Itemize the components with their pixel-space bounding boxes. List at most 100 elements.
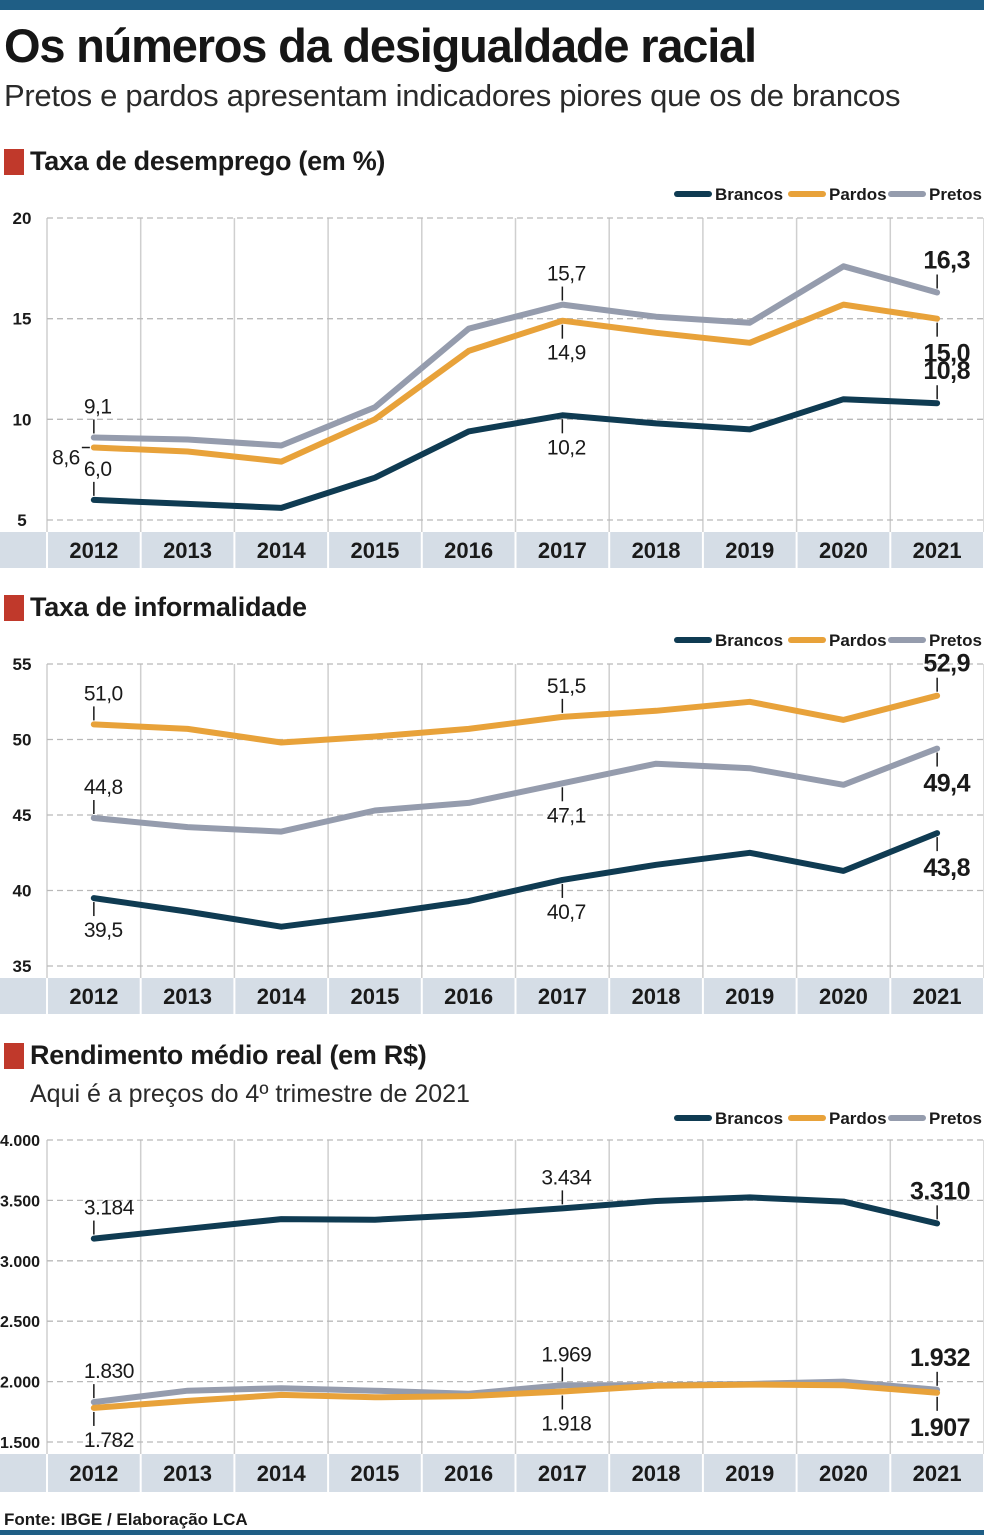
y-tick-label: 35 bbox=[13, 957, 32, 976]
x-tick-label: 2012 bbox=[69, 1461, 118, 1486]
annotation-label: 47,1 bbox=[547, 804, 586, 827]
top-accent-bar bbox=[0, 0, 984, 10]
annotation-label: 40,7 bbox=[547, 901, 586, 924]
x-tick-label: 2014 bbox=[257, 1461, 307, 1486]
legend-label: Pretos bbox=[929, 631, 982, 650]
annotation-label: 49,4 bbox=[923, 770, 970, 798]
x-tick-label: 2021 bbox=[913, 984, 962, 1009]
legend-label: Pretos bbox=[929, 185, 982, 204]
chart-2-title-text: Taxa de informalidade bbox=[30, 592, 307, 622]
x-tick-label: 2015 bbox=[350, 1461, 399, 1486]
chart-3-subtitle: Aqui é a preços do 4º trimestre de 2021 bbox=[30, 1080, 470, 1108]
annotation-label: 3.184 bbox=[84, 1197, 135, 1220]
annotation-label: 1.932 bbox=[910, 1344, 970, 1372]
y-tick-label: 45 bbox=[13, 806, 32, 825]
x-tick-label: 2013 bbox=[163, 1461, 212, 1486]
x-tick-label: 2020 bbox=[819, 984, 868, 1009]
section-marker-icon bbox=[4, 594, 24, 621]
x-axis-band bbox=[0, 1454, 984, 1492]
annotation-label: 51,0 bbox=[84, 682, 123, 705]
y-tick-label: 20 bbox=[13, 209, 32, 228]
income-chart: 1.500 2.000 2.500 3.000 3.500 4.000 2012 2013 20… bbox=[0, 1109, 984, 1492]
x-tick-label: 2017 bbox=[538, 1461, 587, 1486]
x-tick-label: 2019 bbox=[725, 984, 774, 1009]
x-tick-label: 2017 bbox=[538, 984, 587, 1009]
y-tick-label: 55 bbox=[13, 655, 32, 674]
legend-label: Pardos bbox=[829, 631, 887, 650]
x-axis-band bbox=[0, 978, 984, 1014]
section-marker-icon bbox=[4, 1042, 24, 1069]
x-tick-label: 2021 bbox=[913, 538, 962, 563]
series-line-pretos bbox=[90, 745, 941, 835]
annotation-label: 51,5 bbox=[547, 675, 586, 698]
y-tick-label: 5 bbox=[17, 511, 26, 530]
x-tick-label: 2017 bbox=[538, 538, 587, 563]
series-line-brancos bbox=[90, 396, 941, 511]
y-tick-label: 3.500 bbox=[0, 1193, 40, 1210]
x-tick-label: 2019 bbox=[725, 1461, 774, 1486]
y-tick-label: 15 bbox=[13, 310, 32, 329]
annotation-label: 6,0 bbox=[84, 458, 112, 481]
annotation-label: 10,8 bbox=[923, 357, 970, 385]
x-tick-label: 2020 bbox=[819, 1461, 868, 1486]
annotation-label: 52,9 bbox=[923, 650, 970, 678]
x-tick-label: 2016 bbox=[444, 1461, 493, 1486]
page-subtitle: Pretos e pardos apresentam indicadores p… bbox=[4, 78, 901, 113]
y-tick-label: 2.000 bbox=[0, 1375, 40, 1392]
y-tick-label: 3.000 bbox=[0, 1254, 40, 1271]
x-tick-label: 2013 bbox=[163, 984, 212, 1009]
annotation-label: 3.310 bbox=[910, 1177, 970, 1205]
annotation-label: 1.907 bbox=[910, 1414, 970, 1442]
x-tick-label: 2013 bbox=[163, 538, 212, 563]
informality-chart: 35 40 45 50 55 2012 2013 2014 2015 2016 2017 2018 20… bbox=[0, 631, 984, 1014]
legend-label: Pretos bbox=[929, 1109, 982, 1128]
y-tick-label: 1.500 bbox=[0, 1435, 40, 1452]
legend-label: Pardos bbox=[829, 1109, 887, 1128]
y-tick-label: 40 bbox=[13, 882, 32, 901]
annotation-label: 14,9 bbox=[547, 342, 586, 365]
x-tick-label: 2012 bbox=[69, 538, 118, 563]
annotation-label: 10,2 bbox=[547, 436, 586, 459]
series-line-pardos bbox=[90, 1381, 941, 1411]
annotation-label: 43,8 bbox=[923, 854, 970, 882]
legend-label: Brancos bbox=[715, 1109, 783, 1128]
legend-label: Brancos bbox=[715, 185, 783, 204]
x-tick-label: 2012 bbox=[69, 984, 118, 1009]
x-tick-label: 2018 bbox=[632, 1461, 681, 1486]
x-tick-label: 2019 bbox=[725, 538, 774, 563]
y-tick-label: 2.500 bbox=[0, 1314, 40, 1331]
chart-3-title-text: Rendimento médio real (em R$) bbox=[30, 1040, 427, 1070]
series-line-brancos bbox=[90, 830, 941, 930]
annotation-label: 3.434 bbox=[541, 1166, 592, 1189]
annotation-label: 1.918 bbox=[541, 1413, 591, 1436]
annotation-label: 8,6 bbox=[52, 447, 80, 470]
y-tick-label: 50 bbox=[13, 731, 32, 750]
x-tick-label: 2016 bbox=[444, 984, 493, 1009]
bottom-accent-bar bbox=[0, 1530, 984, 1535]
annotation-label: 1.830 bbox=[84, 1360, 134, 1383]
x-tick-label: 2014 bbox=[257, 984, 307, 1009]
series-line-pardos bbox=[90, 692, 941, 746]
annotation-label: 15,7 bbox=[547, 263, 586, 286]
series-line-pretos bbox=[90, 263, 941, 449]
chart-2-title: Taxa de informalidade bbox=[4, 592, 307, 623]
series-line-pardos bbox=[90, 301, 941, 465]
y-tick-label: 10 bbox=[13, 410, 32, 429]
section-marker-icon bbox=[4, 148, 24, 175]
x-tick-label: 2014 bbox=[257, 538, 307, 563]
x-tick-label: 2021 bbox=[913, 1461, 962, 1486]
x-tick-label: 2020 bbox=[819, 538, 868, 563]
legend-label: Pardos bbox=[829, 185, 887, 204]
y-tick-label: 4.000 bbox=[0, 1133, 40, 1150]
annotation-label: 15,0 bbox=[923, 340, 970, 368]
page-title: Os números da desigualdade racial bbox=[4, 19, 757, 72]
annotation-label: 9,1 bbox=[84, 395, 112, 418]
series-line-brancos bbox=[90, 1194, 941, 1242]
x-tick-label: 2018 bbox=[632, 538, 681, 563]
annotation-label: 1.969 bbox=[541, 1343, 591, 1366]
x-tick-label: 2018 bbox=[632, 984, 681, 1009]
chart-1-title-text: Taxa de desemprego (em %) bbox=[30, 146, 386, 176]
x-tick-label: 2015 bbox=[350, 538, 399, 563]
source-note: Fonte: IBGE / Elaboração LCA bbox=[4, 1510, 248, 1529]
legend-label: Brancos bbox=[715, 631, 783, 650]
